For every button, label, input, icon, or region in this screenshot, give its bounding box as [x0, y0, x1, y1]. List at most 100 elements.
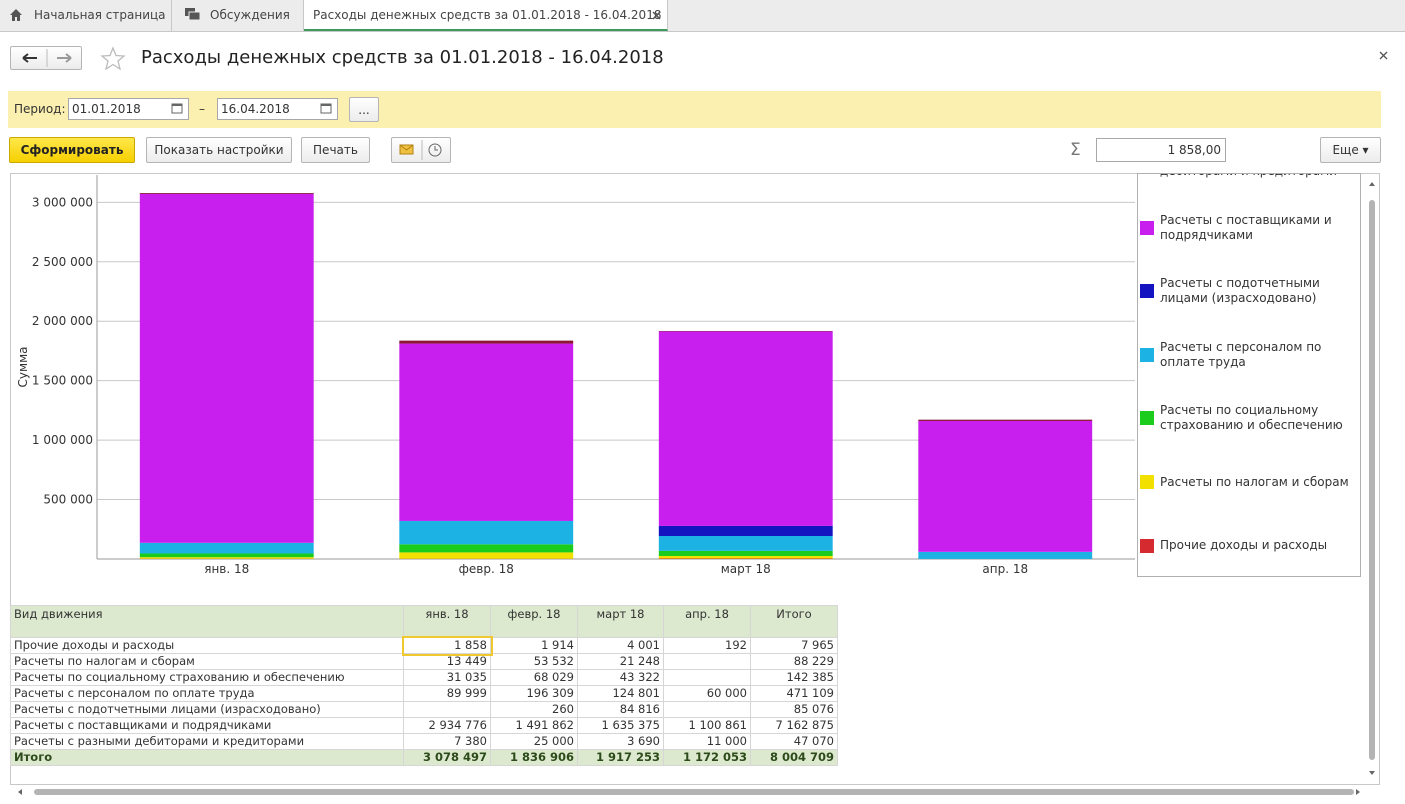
legend-swatch — [1140, 411, 1154, 426]
period-dash: – — [199, 102, 205, 116]
table-cell — [663, 701, 751, 718]
header-cell: февр. 18 — [490, 605, 578, 638]
calendar-icon[interactable] — [171, 102, 183, 114]
table-row: Вид движения янв. 18 февр. 18 март 18 апр. 1… — [10, 605, 838, 638]
print-button[interactable]: Печать — [301, 137, 370, 163]
bar-segment — [399, 552, 574, 559]
tab[interactable]: Начальная страница — [0, 0, 172, 31]
table-row: Расчеты с подотчетными лицами (израсходо… — [10, 701, 838, 718]
table-cell: 1 491 862 — [490, 717, 578, 734]
table-cell: 3 078 497 — [403, 749, 491, 766]
generate-button[interactable]: Сформировать — [9, 137, 135, 163]
window-close[interactable] — [1379, 51, 1388, 60]
bar-segment — [139, 557, 314, 559]
legend-swatch — [1140, 284, 1154, 299]
date-text: 16.04.2018 — [221, 102, 290, 116]
tab-active[interactable]: Расходы денежных средств за 01.01.2018 -… — [304, 0, 668, 31]
bar-segment — [918, 420, 1093, 552]
vertical-scrollbar[interactable] — [1366, 176, 1378, 782]
period-label: Период: — [14, 102, 66, 116]
table-cell: 142 385 — [750, 669, 838, 686]
table-cell: 260 — [490, 701, 578, 718]
nav-arrows — [22, 49, 72, 67]
legend-swatch — [1140, 475, 1154, 489]
table-cell — [663, 669, 751, 686]
table-cell: Расчеты по налогам и сборам — [10, 653, 404, 670]
date-text: 01.01.2018 — [72, 102, 141, 116]
chart: 500 000 1 000 000 1 500 000 2 000 000 2 500 … — [16, 175, 1135, 576]
bar-segment — [658, 536, 833, 551]
tab-label: Расходы денежных средств за 01.01.2018 -… — [313, 8, 662, 22]
table-cell: Расчеты с разными дебиторами и кредитора… — [10, 733, 404, 750]
bar-segment — [658, 331, 833, 526]
legend-item: Расчеты по социальному страхованию и обе… — [1140, 396, 1355, 440]
legend-label: Прочие доходы и расходы — [1160, 538, 1328, 553]
page-title: Расходы денежных средств за 01.01.2018 -… — [141, 47, 664, 68]
legend-item: Прочие доходы и расходы — [1140, 524, 1355, 568]
bar-segment — [139, 193, 314, 194]
table-cell — [403, 701, 491, 718]
table-row: Прочие доходы и расходы 1 858 1 914 4 001 19… — [10, 635, 838, 656]
table-cell: 89 999 — [403, 685, 491, 702]
favorite-star[interactable] — [100, 46, 126, 70]
x-tick-label: февр. 18 — [459, 562, 514, 576]
table-cell: 7 162 875 — [750, 717, 838, 734]
header-cell: апр. 18 — [663, 605, 751, 638]
sum-field[interactable]: 1 858,00 — [1096, 138, 1226, 162]
bar-segment — [918, 551, 1093, 559]
table-cell: Расчеты по социальному страхованию и обе… — [10, 669, 404, 686]
x-tick-label: апр. 18 — [982, 562, 1028, 576]
scrollbar-graphic — [1369, 182, 1375, 775]
table-row: Расчеты с разными дебиторами и кредитора… — [10, 733, 838, 750]
discussion-icon — [185, 8, 201, 21]
legend-label: Расчеты с подотчетными лицами (израсходо… — [1160, 276, 1320, 306]
bar-segment — [399, 343, 574, 521]
table-cell: 60 000 — [663, 685, 751, 702]
more-button[interactable]: Еще ▾ — [1320, 137, 1381, 163]
settings-button[interactable]: Показать настройки — [146, 137, 292, 163]
calendar-icon[interactable] — [320, 102, 332, 114]
table-cell: 1 836 906 — [490, 749, 578, 766]
table-cell: 25 000 — [490, 733, 578, 750]
home-icon — [10, 9, 22, 21]
table-cell: Расчеты с персоналом по оплате труда — [10, 685, 404, 702]
nav-buttons[interactable] — [10, 46, 82, 70]
bar-segment — [918, 419, 1093, 421]
report-frame — [10, 173, 1380, 785]
date-to[interactable]: 16.04.2018 — [217, 98, 338, 120]
table-cell: 84 816 — [577, 701, 664, 718]
tab-label: Обсуждения — [210, 8, 290, 22]
table-row: Расчеты с персоналом по оплате труда 89 9… — [10, 685, 838, 702]
tab-close[interactable] — [652, 11, 661, 20]
table-cell: 13 449 — [403, 653, 491, 670]
x-tick-label: март 18 — [721, 562, 771, 576]
header-cell: март 18 — [577, 605, 664, 638]
table-cell: 21 248 — [577, 653, 664, 670]
y-tick-label: 500 000 — [43, 493, 93, 507]
table-cell — [663, 653, 751, 670]
scrollbar-graphic — [18, 789, 1360, 795]
table-cell: 7 965 — [750, 637, 838, 654]
period-more[interactable]: ... — [349, 97, 379, 122]
bar-segment — [399, 520, 574, 545]
tab[interactable]: Обсуждения — [172, 0, 304, 31]
header-cell: Вид движения — [10, 605, 404, 638]
horizontal-scrollbar[interactable] — [12, 786, 1366, 798]
legend-item: Расчеты с подотчетными лицами (израсходо… — [1140, 269, 1355, 313]
table-row: Расчеты по налогам и сборам 13 449 53 532 2… — [10, 653, 838, 670]
report-table: Вид движения янв. 18 февр. 18 март 18 апр. 1… — [10, 605, 838, 766]
table-cell: 68 029 — [490, 669, 578, 686]
mail-schedule-buttons[interactable] — [391, 137, 451, 163]
sum-icon: Σ — [1070, 140, 1081, 160]
table-cell: 11 000 — [663, 733, 751, 750]
date-from[interactable]: 01.01.2018 — [68, 98, 189, 120]
table-cell: 192 — [663, 637, 751, 654]
y-tick-label: 1 500 000 — [32, 374, 93, 388]
table-cell: 1 917 253 — [577, 749, 664, 766]
tab-bar: Начальная страница Обсуждения Расходы де… — [0, 0, 1405, 32]
bar-segment — [139, 542, 314, 554]
table-cell: 1 635 375 — [577, 717, 664, 734]
table-cell: Итого — [10, 749, 404, 766]
table-cell: 1 914 — [490, 637, 578, 654]
more-label: Еще — [1332, 143, 1359, 157]
